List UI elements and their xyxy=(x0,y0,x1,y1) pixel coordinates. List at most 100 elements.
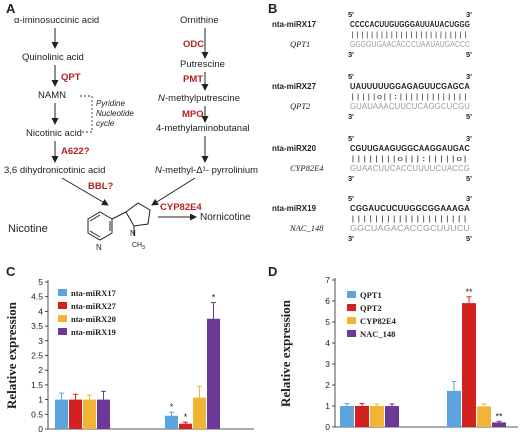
pairing-marks: ||||||||o|||:|||||o| xyxy=(350,156,468,164)
mirna-sequence: UAUUUUUGGAGAGUUCGAGCA xyxy=(350,82,470,91)
bar xyxy=(69,399,82,429)
cycle-label-2: Nucleotide xyxy=(96,109,134,118)
pyrrolidine-n: N xyxy=(130,229,136,238)
y-tick-label: 2 xyxy=(38,365,43,375)
alignment-block: 5' 3' nta-miRX27 UAUUUUUGGAGAGUUCGAGCA |||||… xyxy=(272,72,472,121)
significance-mark: * xyxy=(184,412,188,422)
y-tick-label: 5 xyxy=(38,277,43,287)
target-gene-name: QPT2 xyxy=(290,101,311,111)
end-label: 3' xyxy=(466,10,472,19)
end-label: 5' xyxy=(466,112,472,121)
target-sequence: GGCUAGACACCGCUUUCU xyxy=(350,224,470,233)
end-label: 5' xyxy=(466,234,472,243)
target-gene-name: NAC_148 xyxy=(289,223,324,233)
legend-swatch xyxy=(347,304,356,311)
compound-nicotine: Nicotine xyxy=(8,223,48,235)
y-tick-label: 4.5 xyxy=(31,292,43,302)
bar xyxy=(97,399,110,429)
chart-d: Relative expression 0 1 2 3 4 5 6 7 ** ** QPT1 QPT2 C… xyxy=(278,275,518,432)
methyl-sub: 3 xyxy=(142,245,145,251)
y-tick-label: 0 xyxy=(325,422,330,432)
y-tick-label: 4 xyxy=(38,306,43,316)
enzyme-mpo: MPO xyxy=(182,109,204,120)
bar xyxy=(55,399,68,429)
y-tick-label: 2.5 xyxy=(31,351,43,361)
end-label: 3' xyxy=(466,72,472,81)
mirna-sequence: CGGAUCUCUUGGCGGAAAGA xyxy=(350,204,470,213)
alignment-block: 5' 3' nta-miRX17 CCCCACUUGUGGGAUUAUACUGGG ||… xyxy=(272,10,472,59)
y-tick-label: 3.5 xyxy=(31,321,43,331)
y-tick-label: 2 xyxy=(325,380,330,390)
enzyme-bbl: BBL? xyxy=(88,181,114,192)
panel-label-a: A xyxy=(6,1,16,16)
y-tick-label: 5 xyxy=(325,317,330,327)
mirna-name: nta-miRX17 xyxy=(272,20,317,29)
enzyme-odc: ODC xyxy=(183,39,204,50)
legend-swatch xyxy=(58,315,67,322)
legend-label: QPT1 xyxy=(360,290,382,300)
mirna-name: nta-miRX20 xyxy=(272,144,317,153)
pairing-marks: |||||||||||||||||||| xyxy=(350,216,468,224)
significance-mark: * xyxy=(170,402,174,412)
compound-dihydronicotinic: 3,6 dihydronicotinic acid xyxy=(4,165,105,176)
legend-label: nta-miRX27 xyxy=(71,301,117,311)
cycle-label-1: Pyridine xyxy=(96,99,125,108)
legend-label: nta-miRX17 xyxy=(71,288,117,298)
y-tick-label: 7 xyxy=(325,275,330,285)
y-tick-label: 6 xyxy=(325,296,330,306)
bar xyxy=(193,397,206,429)
panel-label-b: B xyxy=(268,1,277,16)
mirna-sequence: CGUUGAAGUGGCAAGGAUGAC xyxy=(350,144,470,153)
end-label: 3' xyxy=(348,174,354,183)
bar xyxy=(447,390,461,427)
alignment-block: 5' 3' nta-miRX20 CGUUGAAGUGGCAAGGAUGAC |||||… xyxy=(272,134,472,183)
y-tick-label: 1.5 xyxy=(31,380,43,390)
compound-putrescine: Putrescine xyxy=(180,59,225,70)
y-tick-label: 0 xyxy=(38,424,43,434)
end-label: 3' xyxy=(348,234,354,243)
significance-mark: * xyxy=(212,293,216,303)
chart-c: Relative expression 0 0.5 1 1.5 2 2.5 3 3.5 4 4.5 5… xyxy=(4,277,254,434)
mirna-sequence: CCCCACUUGUGGGAUUAUACUGGG xyxy=(350,20,470,29)
mirna-alignments: 5' 3' nta-miRX17 CCCCACUUGUGGGAUUAUACUGGG ||… xyxy=(272,10,472,243)
compound-namn: NAMN xyxy=(38,90,66,101)
legend-label: CYP82E4 xyxy=(360,316,397,326)
alignment-block: 5' 3' nta-miRX19 CGGAUCUCUUGGCGGAAAGA ||||||… xyxy=(272,194,472,243)
y-tick-label: 0.5 xyxy=(31,409,43,419)
bar xyxy=(477,406,491,427)
compound-methylaminobutanal: 4-methylaminobutanal xyxy=(156,123,249,134)
cycle-bracket xyxy=(80,95,93,133)
legend-label: nta-miRX20 xyxy=(71,314,116,324)
end-label: 3' xyxy=(348,50,354,59)
legend-swatch xyxy=(58,302,67,309)
enzyme-cyp82e4: CYP82E4 xyxy=(160,202,202,213)
bar xyxy=(207,318,220,429)
cycle-label-3: cycle xyxy=(96,119,115,128)
y-axis-label: Relative expression xyxy=(4,301,19,409)
compound-ornithine: Ornithine xyxy=(180,15,219,26)
end-label: 3' xyxy=(466,194,472,203)
end-label: 3' xyxy=(348,112,354,121)
target-sequence: GUAACUUCACCUUUUCUACCG xyxy=(350,164,470,173)
n-prefix: N xyxy=(155,165,162,176)
bar xyxy=(340,406,354,427)
target-sequence: GGGGUGAACACCCUAAUAUGACCC xyxy=(350,40,470,49)
legend-swatch xyxy=(347,317,356,324)
end-label: 5' xyxy=(348,134,354,143)
y-tick-label: 3 xyxy=(38,336,43,346)
pairing-marks: |||||o||:||||||||||||| xyxy=(350,94,468,102)
compound-quinolinic: Quinolinic acid xyxy=(22,52,84,63)
compound-methylputrescine: -methylputrescine xyxy=(165,93,240,104)
bar xyxy=(355,406,369,427)
end-label: 5' xyxy=(348,10,354,19)
end-label: 5' xyxy=(466,174,472,183)
legend-swatch xyxy=(58,328,67,335)
end-label: 5' xyxy=(348,72,354,81)
panel-label-c: C xyxy=(6,264,16,279)
enzyme-pmt: PMT xyxy=(183,74,203,85)
compound-a-iminosuccinic: α-iminosuccinic acid xyxy=(14,15,99,26)
bar xyxy=(385,406,399,427)
bar xyxy=(83,399,96,429)
pairing-marks: |||||||||||||||||||||||| xyxy=(350,32,468,40)
